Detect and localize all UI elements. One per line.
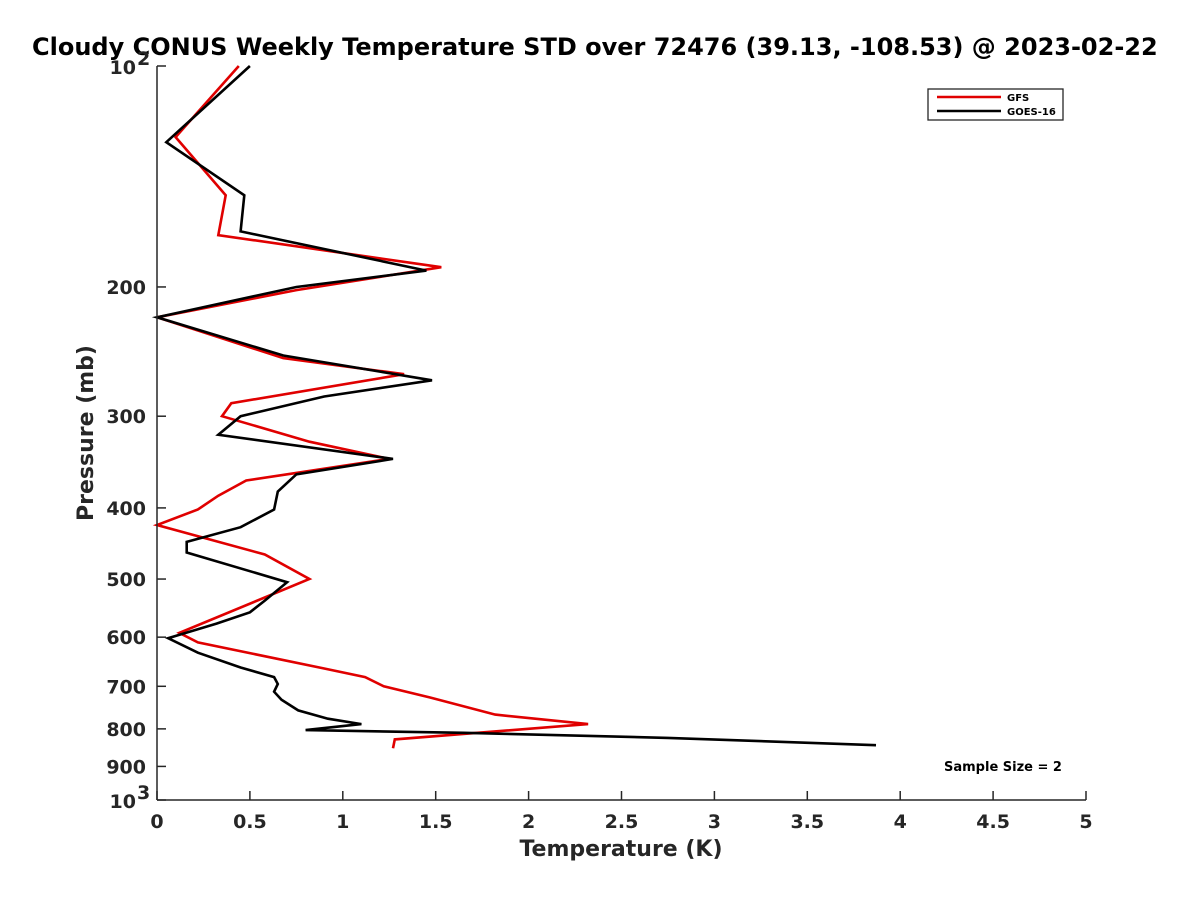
x-tick-label: 4.5 [976,811,1010,833]
y-tick-label: 400 [106,498,146,520]
y-tick-label: 700 [106,676,146,698]
x-axis-label: Temperature (K) [519,837,722,862]
y-tick-label: 600 [106,627,146,649]
legend: GFS GOES-16 [927,88,1064,121]
plot-series-group [151,65,877,749]
y-tick-label: 10 [110,57,136,79]
y-tick-label: 200 [106,277,146,299]
y-tick-label: 500 [106,569,146,591]
x-tick-label: 4 [894,811,907,833]
x-tick-label: 3 [708,811,721,833]
x-tick-label: 2.5 [605,811,639,833]
y-tick-label: 10 [110,791,136,813]
legend-label-gfs: GFS [1007,93,1029,104]
series-line-goes-16 [151,65,877,747]
y-tick-label: 800 [106,719,146,741]
x-tick-label: 0 [150,811,163,833]
x-tick-label: 1 [336,811,349,833]
y-tick-exponent: 2 [137,48,150,70]
sample-size-annotation: Sample Size = 2 [944,760,1062,775]
x-tick-label: 3.5 [790,811,824,833]
y-tick-label: 300 [106,406,146,428]
chart-title: Cloudy CONUS Weekly Temperature STD over… [32,33,1158,61]
y-axis-label: Pressure (mb) [74,345,99,521]
axes-group [156,66,1086,801]
x-tick-label: 0.5 [233,811,267,833]
x-tick-label: 1.5 [419,811,453,833]
x-tick-label: 2 [522,811,535,833]
legend-box [927,88,1064,121]
series-line-gfs [152,65,589,749]
y-tick-exponent: 3 [137,782,150,804]
x-ticks-group: 0 0.5 1 1.5 2 2.5 3 3.5 4 4.5 5 [150,791,1093,833]
x-tick-label: 5 [1079,811,1092,833]
y-tick-label: 900 [106,756,146,778]
legend-label-goes-16: GOES-16 [1007,107,1056,118]
